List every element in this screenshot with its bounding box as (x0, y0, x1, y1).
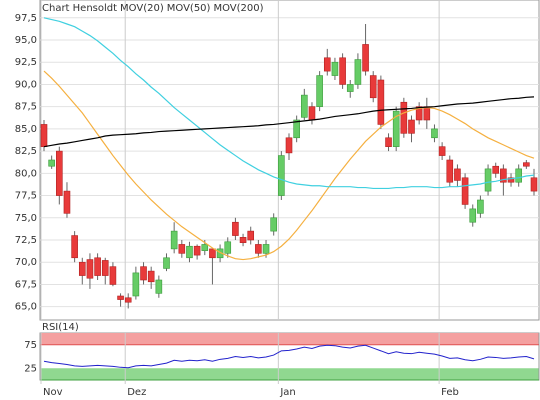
x-tick-label: Feb (441, 387, 459, 398)
candle-body (423, 106, 431, 121)
candle-body (117, 295, 124, 300)
candle-body (369, 75, 377, 99)
candle-body (170, 230, 178, 250)
candle-body (285, 137, 293, 154)
y-tick-label: 85,0 (15, 124, 37, 135)
candle-body (408, 119, 415, 134)
y-tick-label: 95,0 (15, 35, 37, 46)
candle-body (209, 248, 216, 259)
candle-body (71, 235, 78, 259)
candle-body (415, 106, 423, 121)
candle-body (224, 241, 232, 254)
candle-body (270, 217, 277, 232)
candle-body (262, 244, 270, 254)
candle-body (255, 244, 262, 254)
y-tick-label: 77,5 (15, 191, 37, 202)
candle-body (109, 266, 117, 285)
candle-body (94, 257, 101, 276)
candle-body (155, 279, 163, 294)
candle-body (400, 101, 408, 134)
y-tick-label: 75 (24, 340, 37, 351)
candle-body (469, 208, 477, 223)
y-tick-label: 82,5 (15, 146, 37, 157)
legend-entry: MOV(20) (120, 3, 164, 14)
candle-body (124, 297, 132, 303)
y-tick-label: 72,5 (15, 235, 37, 246)
y-tick-label: 65,0 (15, 302, 37, 313)
rsi-band (40, 368, 539, 380)
y-tick-label: 80,0 (15, 168, 37, 179)
moving-average (43, 96, 535, 148)
y-tick-label: 92,5 (15, 57, 37, 68)
y-tick-label: 97,5 (15, 13, 37, 24)
candle-body (278, 155, 285, 196)
candle-body (247, 230, 255, 241)
moving-average (43, 17, 535, 190)
candle-body (308, 106, 316, 121)
candle-body (40, 124, 48, 147)
candle-body (507, 177, 515, 183)
candle-body (56, 150, 63, 196)
candle-body (186, 245, 193, 259)
candle-body (316, 75, 323, 107)
candle-body (354, 59, 362, 85)
candle-body (178, 244, 186, 254)
candle-body (78, 261, 86, 276)
candle-body (438, 146, 446, 156)
candle-body (454, 168, 461, 181)
candle-body (377, 79, 385, 125)
candle-body (530, 177, 538, 192)
candle-body (362, 44, 369, 72)
candle-body (484, 168, 492, 192)
chart-title: Chart Hensoldt (42, 3, 117, 14)
x-tick-label: Dez (127, 387, 146, 398)
y-tick-label: 90,0 (15, 79, 37, 90)
candle-body (500, 168, 507, 183)
candle-body (63, 190, 71, 214)
y-tick-label: 70,0 (15, 257, 37, 268)
candle-body (431, 128, 438, 139)
x-tick-label: Jan (279, 387, 295, 398)
legend-entry: MOV(200) (213, 3, 263, 14)
chart-title: RSI(14) (42, 322, 79, 333)
candle-body (239, 237, 247, 243)
y-tick-label: 75,0 (15, 213, 37, 224)
candle-body (346, 84, 354, 92)
moving-average (43, 70, 535, 261)
rsi-line (43, 344, 535, 369)
candle-body (492, 165, 500, 174)
x-tick-label: Nov (43, 387, 63, 398)
candle-body (163, 257, 170, 269)
candle-body (101, 260, 109, 276)
candle-body (523, 162, 530, 167)
candle-body (86, 259, 94, 279)
candle-body (339, 57, 346, 85)
candle-body (446, 159, 454, 183)
candle-body (293, 119, 300, 139)
candle-body (331, 61, 339, 76)
candle-body (477, 199, 484, 214)
candle-body (132, 272, 140, 297)
rsi-band (40, 333, 539, 345)
y-tick-label: 87,5 (15, 102, 37, 113)
legend-entry: MOV(50) (167, 3, 211, 14)
candle-body (461, 177, 469, 205)
candle-body (232, 221, 239, 236)
candle-body (392, 110, 400, 147)
candle-body (147, 270, 155, 283)
y-tick-label: 67,5 (15, 279, 37, 290)
candle-body (385, 137, 392, 147)
candle-body (515, 168, 522, 183)
candle-body (301, 94, 308, 118)
candle-body (140, 266, 147, 281)
candle-body (48, 159, 55, 167)
y-tick-label: 25 (24, 363, 37, 374)
candle-body (193, 245, 201, 256)
candle-body (201, 244, 209, 251)
candle-body (323, 57, 331, 72)
